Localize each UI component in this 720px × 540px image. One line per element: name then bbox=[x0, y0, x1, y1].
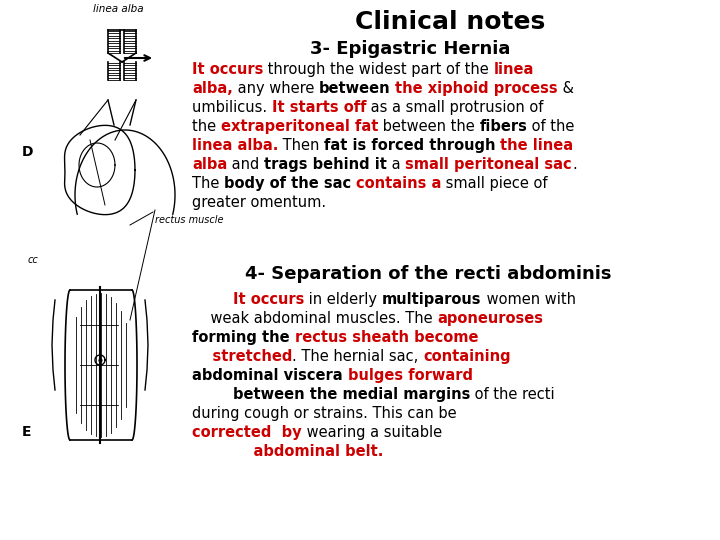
Text: wearing a suitable: wearing a suitable bbox=[302, 425, 442, 440]
Text: of the recti: of the recti bbox=[470, 387, 555, 402]
Text: between the medial margins: between the medial margins bbox=[192, 387, 470, 402]
Text: It starts off: It starts off bbox=[271, 100, 366, 115]
Text: women with: women with bbox=[482, 292, 575, 307]
Text: the: the bbox=[192, 119, 221, 134]
Text: between: between bbox=[319, 81, 390, 96]
Text: D: D bbox=[22, 145, 34, 159]
Text: of the: of the bbox=[527, 119, 575, 134]
Text: The: The bbox=[192, 176, 224, 191]
Text: forming the: forming the bbox=[192, 330, 294, 345]
Text: as a small protrusion of: as a small protrusion of bbox=[366, 100, 544, 115]
Text: corrected  by: corrected by bbox=[192, 425, 302, 440]
Text: multiparous: multiparous bbox=[382, 292, 482, 307]
Text: small piece of: small piece of bbox=[441, 176, 548, 191]
Text: 3- Epigastric Hernia: 3- Epigastric Hernia bbox=[310, 40, 510, 58]
Text: weak abdominal muscles. The: weak abdominal muscles. The bbox=[192, 311, 437, 326]
Text: linea alba.: linea alba. bbox=[192, 138, 279, 153]
Text: and: and bbox=[228, 157, 264, 172]
Text: E: E bbox=[22, 425, 32, 439]
Text: 4- Separation of the recti abdominis: 4- Separation of the recti abdominis bbox=[245, 265, 611, 283]
Text: rectus sheath become: rectus sheath become bbox=[294, 330, 478, 345]
Text: fibers: fibers bbox=[480, 119, 527, 134]
Text: It occurs: It occurs bbox=[192, 62, 264, 77]
Text: through the widest part of the: through the widest part of the bbox=[264, 62, 494, 77]
Text: a: a bbox=[387, 157, 405, 172]
Text: trags behind it: trags behind it bbox=[264, 157, 387, 172]
Text: fat is forced through: fat is forced through bbox=[325, 138, 496, 153]
Text: contains a: contains a bbox=[356, 176, 441, 191]
Text: in elderly: in elderly bbox=[305, 292, 382, 307]
Text: extraperitoneal fat: extraperitoneal fat bbox=[221, 119, 378, 134]
Text: stretched: stretched bbox=[192, 349, 292, 364]
Text: containing: containing bbox=[423, 349, 511, 364]
Text: linea: linea bbox=[494, 62, 534, 77]
Text: It occurs: It occurs bbox=[192, 292, 305, 307]
Text: linea alba: linea alba bbox=[93, 4, 143, 14]
Text: alba,: alba, bbox=[192, 81, 233, 96]
Text: abdominal belt.: abdominal belt. bbox=[192, 444, 383, 459]
Text: small peritoneal sac: small peritoneal sac bbox=[405, 157, 572, 172]
Text: .: . bbox=[572, 157, 577, 172]
Text: cc: cc bbox=[28, 255, 39, 265]
Text: alba: alba bbox=[192, 157, 228, 172]
Text: greater omentum.: greater omentum. bbox=[192, 195, 326, 210]
Text: rectus muscle: rectus muscle bbox=[155, 215, 223, 225]
Text: Then: Then bbox=[279, 138, 325, 153]
Text: umbilicus.: umbilicus. bbox=[192, 100, 271, 115]
Text: Clinical notes: Clinical notes bbox=[355, 10, 545, 34]
Text: during cough or strains. This can be: during cough or strains. This can be bbox=[192, 406, 456, 421]
Text: abdominal viscera: abdominal viscera bbox=[192, 368, 348, 383]
Text: the linea: the linea bbox=[500, 138, 574, 153]
Text: . The hernial sac,: . The hernial sac, bbox=[292, 349, 423, 364]
Text: aponeuroses: aponeuroses bbox=[437, 311, 544, 326]
Text: any where: any where bbox=[233, 81, 319, 96]
Text: the xiphoid process: the xiphoid process bbox=[395, 81, 558, 96]
Text: body of the sac: body of the sac bbox=[224, 176, 351, 191]
Text: bulges forward: bulges forward bbox=[348, 368, 473, 383]
Text: between the: between the bbox=[378, 119, 480, 134]
Text: &: & bbox=[558, 81, 574, 96]
